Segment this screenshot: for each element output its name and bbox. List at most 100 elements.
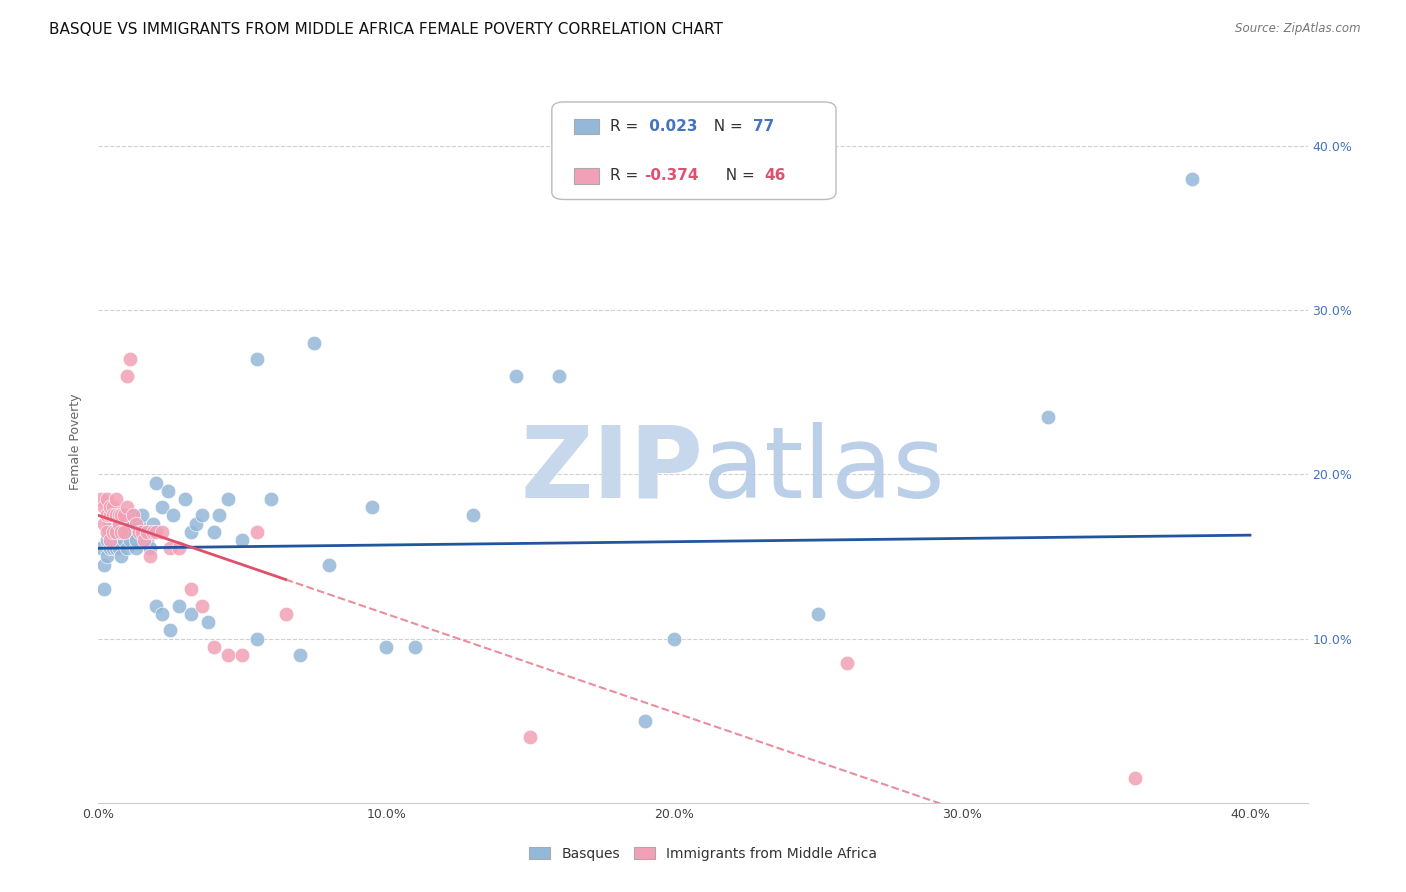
Point — [173, 491, 195, 506]
Point — [98, 500, 121, 515]
Text: -0.374: -0.374 — [644, 169, 699, 183]
Point — [162, 508, 184, 523]
Point — [231, 648, 253, 662]
Point — [125, 541, 148, 556]
Point — [150, 500, 173, 515]
Point — [112, 508, 135, 523]
Point — [107, 508, 129, 523]
Point — [107, 516, 129, 531]
Point — [112, 533, 135, 547]
Point — [98, 533, 121, 547]
Point — [110, 508, 132, 523]
Point — [122, 508, 145, 523]
Point — [159, 624, 181, 638]
Text: Source: ZipAtlas.com: Source: ZipAtlas.com — [1236, 22, 1361, 36]
Point — [139, 549, 162, 564]
FancyBboxPatch shape — [551, 102, 837, 200]
Point — [96, 549, 118, 564]
Point — [96, 508, 118, 523]
Point — [128, 516, 150, 531]
Point — [156, 483, 179, 498]
Text: 46: 46 — [765, 169, 786, 183]
Point — [112, 516, 135, 531]
Y-axis label: Female Poverty: Female Poverty — [69, 393, 83, 490]
Point — [217, 491, 239, 506]
Point — [96, 524, 118, 539]
Point — [180, 582, 202, 597]
Point — [101, 500, 124, 515]
Point — [150, 524, 173, 539]
Point — [104, 508, 127, 523]
Point — [110, 524, 132, 539]
Point — [120, 516, 142, 531]
Point — [104, 524, 127, 539]
Point — [202, 524, 225, 539]
Point — [104, 508, 127, 523]
Point — [260, 491, 283, 506]
Point — [145, 599, 167, 613]
Text: 77: 77 — [752, 119, 773, 134]
Point — [101, 516, 124, 531]
Point — [191, 508, 214, 523]
Text: ZIP: ZIP — [520, 422, 703, 519]
Point — [180, 524, 202, 539]
Point — [150, 607, 173, 621]
Point — [107, 516, 129, 531]
Point — [110, 524, 132, 539]
Point — [115, 500, 138, 515]
Point — [375, 640, 398, 654]
Point — [104, 541, 127, 556]
Point — [120, 533, 142, 547]
Text: R =: R = — [610, 119, 643, 134]
Point — [548, 368, 571, 383]
Point — [145, 475, 167, 490]
Point — [131, 524, 153, 539]
Point — [167, 541, 190, 556]
Point — [112, 524, 135, 539]
Point — [634, 714, 657, 728]
Point — [807, 607, 830, 621]
Point — [101, 508, 124, 523]
Text: atlas: atlas — [703, 422, 945, 519]
Point — [159, 541, 181, 556]
Point — [101, 508, 124, 523]
Point — [664, 632, 686, 646]
Point — [142, 524, 165, 539]
Point — [98, 541, 121, 556]
Text: R =: R = — [610, 169, 643, 183]
Point — [120, 352, 142, 367]
Text: BASQUE VS IMMIGRANTS FROM MIDDLE AFRICA FEMALE POVERTY CORRELATION CHART: BASQUE VS IMMIGRANTS FROM MIDDLE AFRICA … — [49, 22, 723, 37]
Point — [110, 549, 132, 564]
Point — [505, 368, 527, 383]
Point — [134, 524, 156, 539]
FancyBboxPatch shape — [574, 119, 599, 135]
Text: 0.023: 0.023 — [644, 119, 697, 134]
Point — [142, 516, 165, 531]
Point — [115, 541, 138, 556]
Point — [96, 491, 118, 506]
Point — [461, 508, 484, 523]
Point — [217, 648, 239, 662]
Point — [404, 640, 426, 654]
Point — [246, 352, 269, 367]
Point — [98, 516, 121, 531]
Point — [125, 533, 148, 547]
Point — [208, 508, 231, 523]
Point — [134, 533, 156, 547]
Point — [101, 524, 124, 539]
Point — [202, 640, 225, 654]
Point — [131, 508, 153, 523]
Point — [115, 368, 138, 383]
Point — [93, 558, 115, 572]
Point — [246, 524, 269, 539]
Point — [107, 524, 129, 539]
Legend: Basques, Immigrants from Middle Africa: Basques, Immigrants from Middle Africa — [529, 847, 877, 861]
Point — [191, 599, 214, 613]
Point — [139, 541, 162, 556]
Point — [93, 500, 115, 515]
Point — [98, 524, 121, 539]
Point — [519, 730, 541, 744]
Point — [115, 524, 138, 539]
Point — [288, 648, 311, 662]
Point — [145, 524, 167, 539]
